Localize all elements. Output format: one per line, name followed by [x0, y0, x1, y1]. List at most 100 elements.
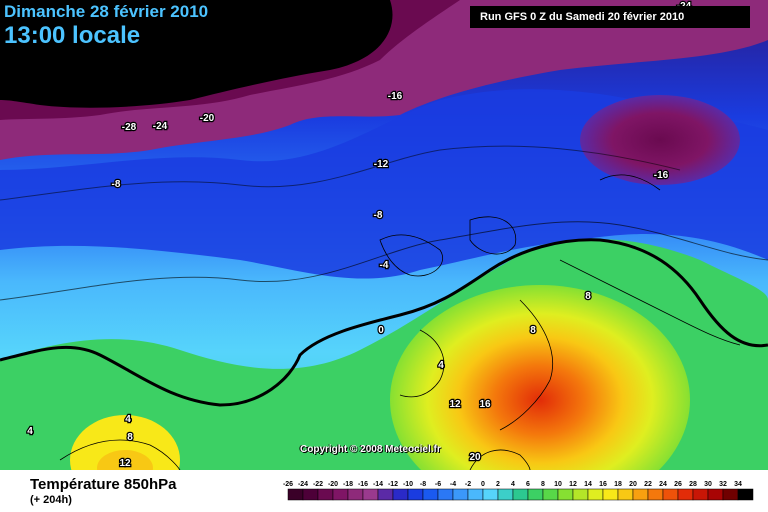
lead-time-label: (+ 204h)	[30, 494, 72, 506]
scale-tick-label: 20	[629, 481, 637, 488]
scale-tick-label: -4	[450, 481, 456, 488]
contour-label: -24	[153, 121, 168, 132]
scale-swatch	[392, 488, 409, 501]
zero-isotherm	[0, 238, 768, 407]
coastline	[59, 439, 531, 470]
contour-label: -12	[374, 159, 389, 170]
copyright-notice: Copyright © 2008 Meteociel.fr	[300, 444, 441, 455]
scale-swatch	[467, 488, 484, 501]
scale-tick-label: -24	[298, 481, 308, 488]
scale-swatch	[692, 488, 709, 501]
contour-label: -28	[122, 122, 137, 133]
warm-zone-mediterranean	[390, 285, 690, 470]
scale-tick-label: -22	[313, 481, 323, 488]
scale-tick-label: 34	[734, 481, 742, 488]
scale-tick-label: -14	[373, 481, 383, 488]
warm-zone-west	[70, 415, 180, 470]
scale-tick-label: -8	[420, 481, 426, 488]
scale-swatch	[662, 488, 679, 501]
scale-tick-label: 4	[511, 481, 515, 488]
scale-swatch	[347, 488, 364, 501]
scale-swatch	[557, 488, 574, 501]
cold-core-east	[580, 95, 740, 185]
scale-tick-label: 30	[704, 481, 712, 488]
scale-swatch	[722, 488, 739, 501]
scale-swatch	[422, 488, 439, 501]
scale-tick-label: -12	[388, 481, 398, 488]
scale-swatch	[482, 488, 499, 501]
coastline	[379, 174, 741, 431]
contour-label: -20	[200, 113, 215, 124]
contour-label: -16	[654, 170, 669, 181]
scale-swatch	[362, 488, 379, 501]
scale-swatch	[527, 488, 544, 501]
scale-swatch	[677, 488, 694, 501]
contour-label: 4	[125, 414, 131, 425]
scale-tick-label: 28	[689, 481, 697, 488]
scale-tick-label: -10	[403, 481, 413, 488]
blue-zone	[0, 89, 768, 279]
contour-label: 0	[378, 325, 384, 336]
scale-tick-label: 14	[584, 481, 592, 488]
scale-tick-label: 32	[719, 481, 727, 488]
isotherm-line	[0, 145, 681, 201]
scale-swatch	[512, 488, 529, 501]
contour-label: 12	[449, 399, 461, 410]
scale-swatch	[317, 488, 334, 501]
contour-label: -16	[388, 91, 403, 102]
scale-swatch	[542, 488, 559, 501]
scale-tick-label: 22	[644, 481, 652, 488]
greenland-land	[0, 0, 393, 108]
scale-tick-label: 12	[569, 481, 577, 488]
scale-tick-label: 18	[614, 481, 622, 488]
contour-label: 12	[119, 458, 131, 469]
color-scale-legend: -26 -24 -22 -20 -18 -16 -14 -12 -10 -8 -6 -4 -2 0 2 4 6 8…	[283, 481, 754, 501]
contour-label: -8	[374, 210, 383, 221]
scale-tick-label: -16	[358, 481, 368, 488]
scale-swatch	[602, 488, 619, 501]
contour-label: 4	[27, 426, 33, 437]
scale-swatch	[302, 488, 319, 501]
contour-label: -4	[380, 260, 389, 271]
contour-label: 8	[127, 432, 133, 443]
scale-tick-label: -6	[435, 481, 441, 488]
scale-tick-label: -26	[283, 481, 293, 488]
scale-tick-label: 26	[674, 481, 682, 488]
contour-label: 8	[530, 325, 536, 336]
scale-swatch	[332, 488, 349, 501]
contour-label: 8	[585, 291, 591, 302]
forecast-date: Dimanche 28 février 2010	[4, 2, 209, 21]
scale-swatch	[632, 488, 649, 501]
scale-swatch	[572, 488, 589, 501]
scale-tick-label: 2	[496, 481, 500, 488]
scale-tick-label: 24	[659, 481, 667, 488]
scale-swatch	[377, 488, 394, 501]
scale-swatch	[587, 488, 604, 501]
scale-swatch	[617, 488, 634, 501]
scale-swatch	[407, 488, 424, 501]
scale-tick-label: -18	[343, 481, 353, 488]
parameter-title: Température 850hPa	[30, 476, 177, 493]
scale-swatch	[287, 488, 304, 501]
scale-swatch	[497, 488, 514, 501]
contour-label: 20	[469, 452, 481, 463]
scale-tick-label: 10	[554, 481, 562, 488]
scale-swatch	[452, 488, 469, 501]
scale-tick-label: -2	[465, 481, 471, 488]
model-run-label: Run GFS 0 Z du Samedi 20 février 2010	[470, 6, 750, 28]
scale-swatch	[707, 488, 724, 501]
temperature-map: -24-28-24-20-16-12-16-8-8-40481216204812…	[0, 0, 768, 470]
scale-swatch	[737, 488, 754, 501]
forecast-time: 13:00 locale	[4, 22, 141, 49]
scale-tick-label: -20	[328, 481, 338, 488]
contour-label: 16	[479, 399, 491, 410]
scale-tick-label: 6	[526, 481, 530, 488]
scale-swatch	[647, 488, 664, 501]
scale-swatch	[437, 488, 454, 501]
scale-tick-label: 16	[599, 481, 607, 488]
scale-tick-label: 0	[481, 481, 485, 488]
contour-label: -8	[112, 179, 121, 190]
warm-zone-west-core	[97, 450, 153, 470]
scale-tick-label: 8	[541, 481, 545, 488]
